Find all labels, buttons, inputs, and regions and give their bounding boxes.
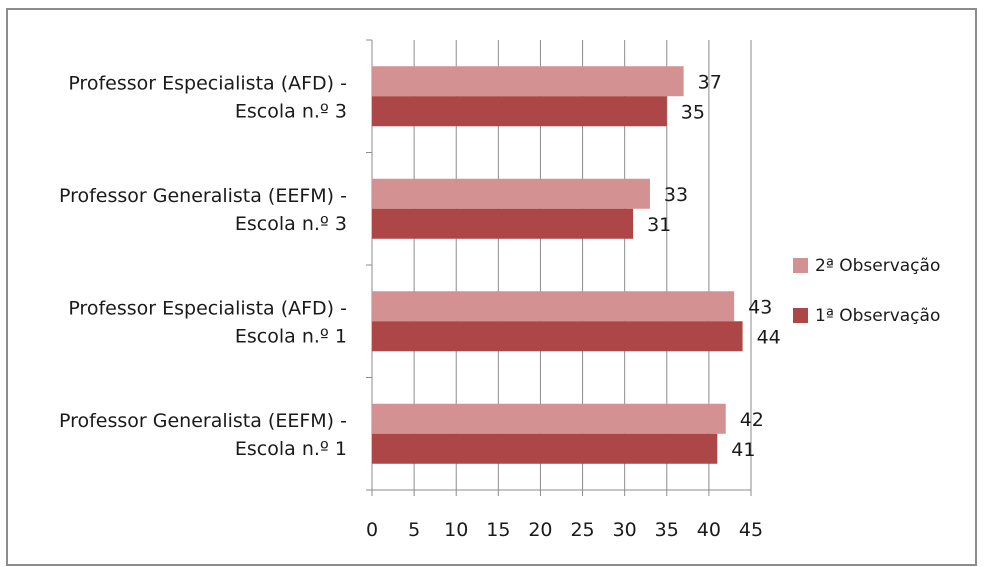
- x-tick-label: 0: [366, 519, 378, 541]
- x-tick-label: 30: [613, 519, 637, 541]
- x-tick-label: 40: [697, 519, 721, 541]
- data-label: 35: [681, 101, 705, 123]
- legend-label: 2ª Observação: [815, 256, 940, 276]
- x-tick-label: 15: [486, 519, 510, 541]
- bar: [372, 66, 684, 97]
- bar: [372, 433, 718, 464]
- category-label: Professor Generalista (EEFM) -: [59, 185, 347, 207]
- bar: [372, 208, 634, 239]
- data-label: 37: [698, 71, 722, 93]
- x-tick-label: 35: [655, 519, 679, 541]
- category-label: Professor Especialista (AFD) -: [68, 72, 347, 94]
- bar: [372, 321, 743, 352]
- category-label: Professor Generalista (EEFM) -: [59, 410, 347, 432]
- x-tick-label: 20: [528, 519, 552, 541]
- category-label: Escola n.º 1: [235, 438, 347, 460]
- category-label: Escola n.º 3: [235, 213, 347, 235]
- category-label: Escola n.º 3: [235, 100, 347, 122]
- bar: [372, 291, 735, 322]
- x-tick-label: 25: [570, 519, 594, 541]
- legend-label: 1ª Observação: [815, 306, 940, 326]
- data-label: 44: [757, 326, 781, 348]
- bar: [372, 96, 667, 127]
- data-label: 31: [647, 214, 671, 236]
- category-label: Professor Especialista (AFD) -: [68, 297, 347, 319]
- data-label: 42: [740, 409, 764, 431]
- x-tick-label: 10: [444, 519, 468, 541]
- x-tick-label: 45: [739, 519, 763, 541]
- legend-swatch: [793, 308, 808, 323]
- data-label: 33: [664, 184, 688, 206]
- data-label: 43: [748, 296, 772, 318]
- x-tick-label: 5: [408, 519, 420, 541]
- bar: [372, 403, 726, 434]
- legend-swatch: [793, 258, 808, 273]
- bar: [372, 178, 650, 209]
- category-label: Escola n.º 1: [235, 325, 347, 347]
- data-label: 41: [731, 439, 755, 461]
